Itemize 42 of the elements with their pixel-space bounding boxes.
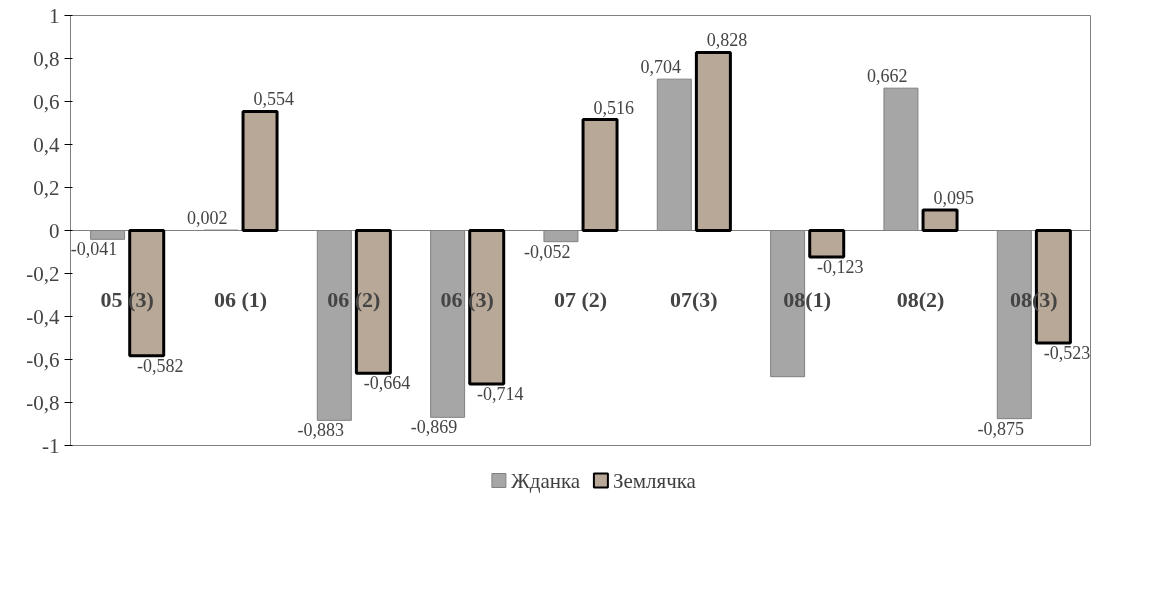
- data-label: 0,828: [706, 30, 748, 51]
- data-label: 0,662: [867, 66, 908, 87]
- data-label: -0,869: [410, 417, 458, 438]
- data-label: 0,095: [933, 188, 974, 209]
- data-label: 0,516: [593, 97, 634, 118]
- bar: [921, 208, 959, 232]
- data-label: -0,664: [363, 373, 411, 394]
- bar: [354, 229, 392, 375]
- y-tick-label: 0: [49, 218, 60, 243]
- data-label: -0,052: [524, 241, 571, 262]
- data-label: -0,523: [1043, 342, 1091, 363]
- y-tick-label: -0,6: [26, 347, 60, 372]
- y-tick-label: -0,8: [26, 390, 60, 415]
- data-label: -0,883: [297, 420, 344, 441]
- data-label: -0,714: [477, 384, 524, 405]
- x-tick-label: 07 (2): [553, 286, 608, 312]
- data-label: -0,123: [817, 256, 864, 277]
- y-tick-label: 0,6: [33, 89, 60, 114]
- x-tick-label: 07(3): [670, 286, 718, 312]
- data-label: 0,704: [640, 57, 681, 78]
- bar: [581, 118, 619, 232]
- bar: [468, 229, 506, 386]
- bar: [241, 109, 279, 232]
- x-tick-label: 08(2): [896, 286, 945, 312]
- y-tick-label: -0,2: [26, 261, 60, 286]
- bar: [128, 229, 166, 358]
- y-tick-label: -1: [42, 433, 60, 458]
- data-label: 0,002: [187, 208, 228, 229]
- data-label: -0,041: [70, 239, 118, 260]
- y-tick-label: -0,4: [26, 304, 60, 329]
- y-tick-label: 0,8: [33, 46, 60, 71]
- data-label: -0,582: [137, 355, 184, 376]
- legend-label: Жданка: [510, 468, 581, 493]
- y-tick-label: 0,2: [33, 175, 60, 200]
- legend-label: Землячка: [612, 468, 697, 493]
- data-label: -0,875: [977, 418, 1024, 439]
- y-tick-label: 0,4: [33, 132, 60, 157]
- x-tick-label: 06 (1): [213, 286, 268, 312]
- y-tick-label: 1: [49, 3, 60, 28]
- data-label: 0,554: [253, 89, 294, 110]
- bar: [808, 229, 846, 259]
- bar: [694, 50, 732, 232]
